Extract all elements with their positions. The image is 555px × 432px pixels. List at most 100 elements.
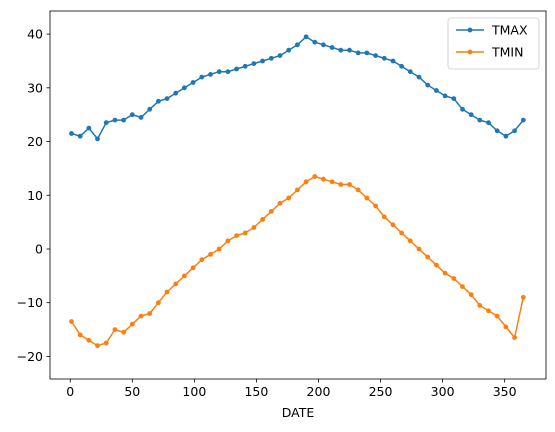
y-tick-label: −20: [17, 349, 43, 364]
data-point-tmin: [95, 343, 100, 349]
x-tick-label: 300: [431, 384, 455, 399]
data-point-tmin: [486, 308, 491, 314]
data-point-tmax: [138, 115, 144, 120]
data-point-tmax: [460, 106, 465, 112]
data-point-tmax: [69, 131, 74, 136]
data-point-tmax: [156, 98, 161, 104]
data-point-tmax: [251, 61, 257, 66]
x-tick-label: 50: [124, 384, 140, 399]
y-tick-label: 40: [27, 27, 43, 42]
data-point-tmax: [364, 50, 370, 56]
data-point-tmax: [208, 72, 213, 77]
data-point-tmin: [138, 313, 144, 319]
data-point-tmin: [460, 284, 465, 289]
data-point-tmin: [338, 182, 344, 187]
data-point-tmax: [242, 63, 248, 69]
data-point-tmin: [251, 225, 257, 230]
x-tick-label: 150: [244, 384, 268, 399]
data-point-tmax: [486, 120, 491, 126]
legend-label-tmax: TMAX: [491, 23, 528, 38]
data-point-tmin: [208, 252, 213, 257]
x-tick-label: 250: [369, 384, 393, 399]
data-point-tmax: [277, 53, 283, 58]
data-point-tmax: [95, 136, 100, 142]
data-point-tmin: [103, 340, 109, 346]
data-point-tmin: [147, 311, 153, 316]
data-point-tmax: [321, 42, 326, 48]
data-point-tmin: [199, 257, 205, 263]
data-point-tmax: [260, 58, 265, 64]
data-point-tmin: [347, 182, 352, 187]
data-point-tmax: [182, 85, 187, 91]
data-point-tmin: [260, 217, 265, 222]
data-point-tmin: [468, 292, 474, 298]
data-point-tmax: [268, 55, 274, 61]
data-point-tmax: [477, 117, 483, 123]
data-point-tmax: [129, 112, 135, 118]
data-point-tmax: [381, 55, 387, 61]
data-point-tmin: [182, 273, 187, 279]
data-point-tmin: [390, 222, 396, 228]
data-point-tmax: [468, 112, 474, 118]
data-point-tmin: [503, 324, 509, 330]
data-point-tmin: [494, 313, 500, 319]
y-tick-label: 30: [27, 80, 43, 95]
data-point-tmin: [173, 281, 179, 287]
data-point-tmax: [347, 47, 352, 53]
data-point-tmin: [399, 230, 404, 236]
data-point-tmin: [442, 270, 448, 276]
data-point-tmin: [234, 233, 240, 239]
data-point-tmin: [434, 262, 439, 268]
data-point-tmin: [156, 300, 161, 306]
data-point-tmax: [303, 34, 309, 40]
y-tick-label: 10: [27, 188, 43, 203]
data-point-tmax: [338, 47, 344, 53]
series-line-tmin: [70, 175, 525, 347]
data-point-tmax: [494, 128, 500, 134]
x-tick-label: 350: [493, 384, 517, 399]
data-point-tmin: [312, 174, 318, 179]
data-point-tmin: [520, 294, 526, 300]
data-point-tmin: [425, 254, 431, 260]
data-point-tmax: [416, 74, 422, 80]
data-point-tmin: [242, 230, 248, 236]
data-point-tmax: [199, 74, 205, 80]
data-point-tmax: [355, 50, 361, 56]
data-point-tmin: [329, 179, 335, 185]
data-point-tmin: [355, 187, 361, 193]
data-point-tmin: [295, 187, 300, 193]
data-point-tmin: [190, 265, 196, 271]
x-tick-label: 0: [66, 384, 74, 399]
data-point-tmax: [503, 133, 509, 139]
data-point-tmax: [312, 39, 318, 45]
data-point-tmin: [277, 200, 283, 206]
data-point-tmin: [77, 332, 83, 338]
data-point-tmin: [451, 276, 457, 281]
x-tick-label: 200: [307, 384, 331, 399]
data-point-tmin: [407, 238, 413, 244]
data-point-tmax: [121, 117, 126, 123]
data-point-tmax: [77, 133, 83, 139]
data-point-tmax: [442, 93, 448, 99]
data-point-tmax: [173, 90, 179, 96]
data-point-tmax: [190, 80, 196, 85]
data-point-tmin: [216, 246, 222, 252]
data-point-tmax: [390, 58, 396, 64]
data-point-tmax: [216, 69, 222, 75]
data-point-tmin: [477, 303, 483, 308]
y-tick-label: 0: [35, 241, 43, 256]
data-point-tmin: [121, 329, 126, 335]
data-point-tmax: [164, 96, 170, 101]
data-point-tmax: [329, 45, 335, 50]
data-point-tmax: [399, 63, 404, 69]
data-point-tmin: [303, 179, 309, 185]
data-point-tmax: [434, 88, 439, 93]
data-point-tmax: [112, 117, 118, 123]
data-point-tmax: [147, 106, 153, 112]
legend-marker-tmin: [467, 49, 473, 55]
data-point-tmax: [451, 96, 457, 101]
data-point-tmin: [364, 195, 370, 201]
legend-marker-tmax: [467, 27, 473, 33]
data-point-tmin: [164, 289, 170, 295]
x-tick-label: 100: [182, 384, 206, 399]
